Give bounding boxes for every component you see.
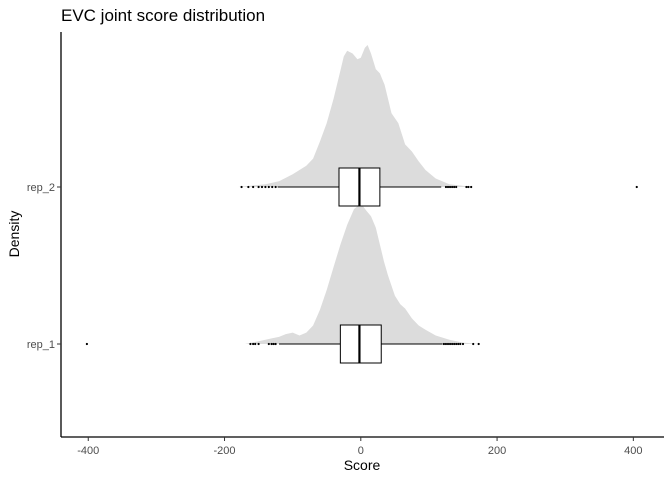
outlier-point [448, 342, 452, 346]
series-rep_1 [85, 203, 480, 364]
density-rep_1 [245, 203, 480, 344]
outlier-point [267, 185, 270, 189]
outlier-point [453, 185, 456, 189]
x-tick-label: -400 [77, 445, 99, 457]
outlier-point [272, 342, 275, 346]
outlier-point [448, 185, 452, 189]
outlier-point [257, 185, 260, 189]
outlier-point [264, 185, 267, 189]
outlier-point [455, 185, 458, 189]
outlier-point [257, 342, 260, 346]
outlier-point [457, 342, 460, 346]
x-tick-label: 400 [624, 445, 642, 457]
outlier-point [252, 185, 255, 189]
plot-area [85, 45, 638, 364]
outlier-point [260, 185, 264, 189]
outlier-point [254, 342, 257, 346]
outlier-point [274, 185, 277, 189]
outlier-point [450, 185, 454, 189]
outlier-point [455, 342, 458, 346]
outlier-point [270, 342, 273, 346]
outlier-point [465, 185, 468, 189]
y-tick-label-rep_2: rep_2 [27, 182, 55, 194]
outlier-point [635, 185, 638, 189]
series-rep_2 [238, 45, 638, 207]
chart-title: EVC joint score distribution [61, 6, 265, 25]
outlier-point [240, 185, 243, 189]
outlier-point [249, 342, 252, 346]
outlier-point [274, 342, 277, 346]
outlier-point [467, 185, 470, 189]
outlier-point [85, 342, 88, 346]
outlier-point [252, 342, 255, 346]
outlier-point [477, 342, 480, 346]
outlier-point [442, 342, 446, 346]
x-tick-label: -200 [214, 445, 236, 457]
y-tick-label-rep_1: rep_1 [27, 339, 55, 351]
outlier-point [267, 342, 270, 346]
outlier-point [446, 342, 450, 346]
outlier-point [444, 185, 448, 189]
x-axis-label: Score [344, 457, 381, 473]
density-rep_2 [238, 45, 474, 187]
box-rep_1 [339, 324, 382, 364]
outlier-point [472, 342, 475, 346]
outlier-point [450, 342, 454, 346]
outlier-point [470, 185, 473, 189]
x-tick-label: 200 [488, 445, 506, 457]
outlier-point [461, 342, 465, 346]
outlier-point [459, 342, 462, 346]
x-tick-label: 0 [358, 445, 364, 457]
y-axis-ticks: rep_1 rep_2 [27, 182, 61, 351]
outlier-point [453, 342, 456, 346]
outlier-point [446, 185, 450, 189]
y-axis-label: Density [6, 211, 22, 258]
outlier-point [444, 342, 448, 346]
outlier-point [271, 185, 274, 189]
outlier-point [247, 185, 250, 189]
x-axis-ticks: -400 -200 0 200 400 [77, 437, 643, 457]
